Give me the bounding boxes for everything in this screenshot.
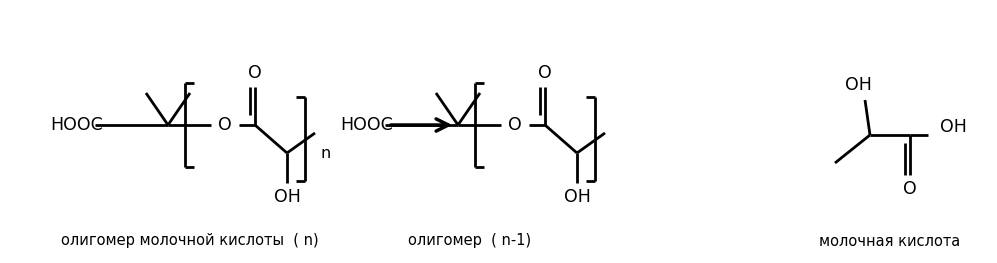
Text: O: O [218,116,232,134]
Text: OH: OH [844,76,871,94]
Text: O: O [903,180,917,198]
Text: HOOC: HOOC [340,116,393,134]
Text: OH: OH [940,118,967,136]
Text: n: n [320,146,330,161]
Text: O: O [248,64,262,82]
Text: HOOC: HOOC [50,116,103,134]
Text: O: O [508,116,521,134]
Text: олигомер  ( n-1): олигомер ( n-1) [409,234,531,249]
Text: молочная кислота: молочная кислота [820,234,961,249]
Text: олигомер молочной кислоты  ( n): олигомер молочной кислоты ( n) [61,234,319,249]
Text: OH: OH [273,188,300,206]
Text: O: O [538,64,552,82]
Text: OH: OH [563,188,590,206]
